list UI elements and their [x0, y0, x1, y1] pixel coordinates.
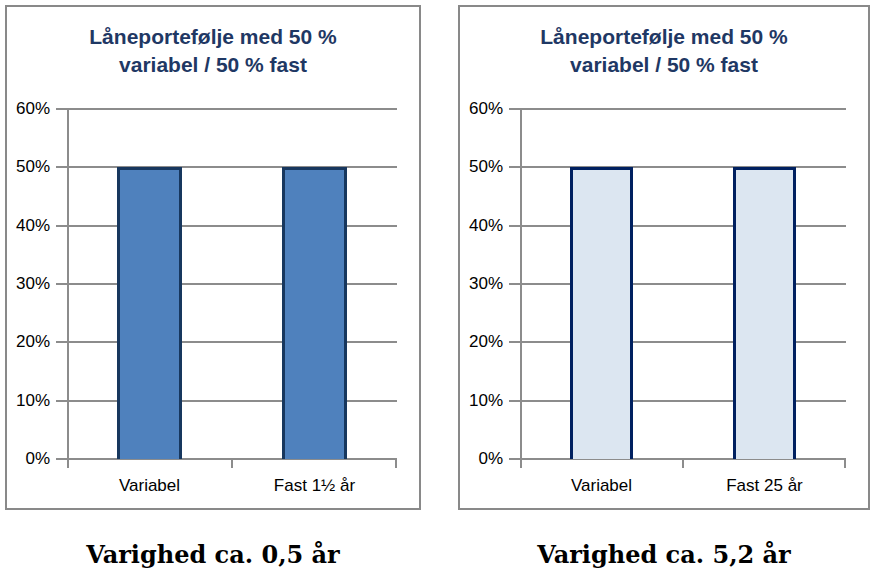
y-axis-tick-label: 50% — [469, 157, 503, 177]
chart-panel-left: Låneportefølje med 50 % variabel / 50 % … — [5, 5, 421, 585]
x-axis-tick — [844, 459, 846, 468]
x-axis-label: Fast 25 år — [683, 476, 846, 496]
chart-panel-right: Låneportefølje med 50 % variabel / 50 % … — [458, 5, 870, 585]
y-axis-tick-label: 20% — [16, 332, 50, 352]
y-axis-tick-label: 60% — [469, 99, 503, 119]
plot-area: 60%50%40%30%20%10%0% — [67, 109, 397, 459]
x-axis-tick — [395, 459, 397, 468]
bar-slot — [683, 109, 846, 459]
chart-box-left: Låneportefølje med 50 % variabel / 50 % … — [5, 5, 421, 510]
chart-title: Låneportefølje med 50 % variabel / 50 % … — [63, 23, 363, 93]
y-axis-tick-label: 60% — [16, 99, 50, 119]
x-axis-label: Variabel — [67, 476, 232, 496]
y-axis-tick-label: 0% — [25, 449, 50, 469]
y-axis-tick-label: 40% — [469, 216, 503, 236]
y-axis-tick-label: 10% — [16, 391, 50, 411]
bar-slot — [520, 109, 683, 459]
chart-title: Låneportefølje med 50 % variabel / 50 % … — [514, 23, 814, 93]
x-axis-label: Variabel — [520, 476, 683, 496]
bar-fast-25-r — [733, 167, 797, 459]
y-axis-tick-label: 10% — [469, 391, 503, 411]
chart-box-right: Låneportefølje med 50 % variabel / 50 % … — [458, 5, 870, 510]
y-axis-tick-label: 30% — [16, 274, 50, 294]
x-axis-tick — [682, 459, 684, 468]
chart-caption: Varighed ca. 5,2 år — [458, 540, 870, 569]
page: Låneportefølje med 50 % variabel / 50 % … — [0, 0, 874, 585]
bar-slot — [67, 109, 232, 459]
y-axis-tick-label: 30% — [469, 274, 503, 294]
bar-fast-1-r — [282, 167, 346, 459]
bar-layer — [67, 109, 397, 459]
bar-variabel — [570, 167, 634, 459]
x-axis-label: Fast 1½ år — [232, 476, 397, 496]
bar-layer — [520, 109, 846, 459]
bar-variabel — [117, 167, 181, 459]
y-axis-tick-label: 0% — [478, 449, 503, 469]
chart-caption: Varighed ca. 0,5 år — [5, 540, 421, 569]
y-axis-tick-label: 50% — [16, 157, 50, 177]
y-axis-tick-label: 40% — [16, 216, 50, 236]
x-axis-tick — [231, 459, 233, 468]
y-axis-tick-label: 20% — [469, 332, 503, 352]
plot-area: 60%50%40%30%20%10%0% — [520, 109, 846, 459]
bar-slot — [232, 109, 397, 459]
